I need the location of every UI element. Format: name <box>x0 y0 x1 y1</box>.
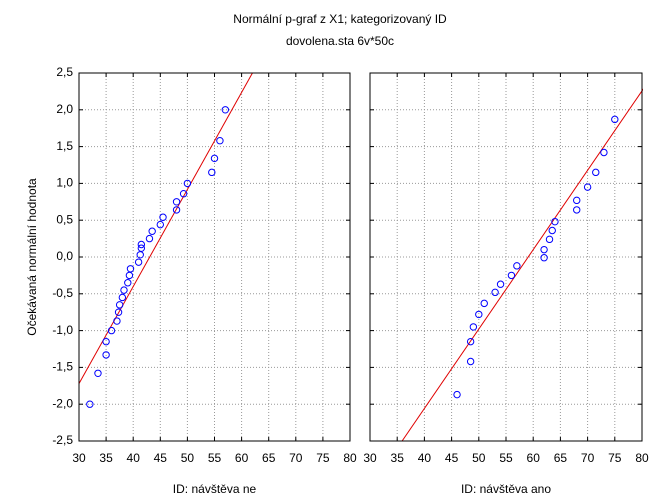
x-tick-label: 70 <box>581 451 595 465</box>
point <box>102 351 110 359</box>
x-axis-label: ID: návštěva ne <box>173 482 257 496</box>
x-tick-label: 65 <box>262 451 276 465</box>
point <box>172 206 181 214</box>
point <box>137 240 146 249</box>
x-tick-label: 75 <box>316 451 330 465</box>
y-tick-label: 2,0 <box>56 102 73 116</box>
point <box>118 293 127 302</box>
point <box>126 265 135 273</box>
x-tick-label: 65 <box>554 451 568 465</box>
y-tick-label: 1,0 <box>56 176 73 190</box>
point <box>179 190 188 198</box>
x-tick-label: 45 <box>154 451 168 465</box>
x-tick-label: 50 <box>472 451 486 465</box>
point <box>491 288 499 297</box>
y-tick-label: -1,5 <box>52 360 73 374</box>
x-tick-label: 80 <box>635 451 649 465</box>
point <box>475 310 483 319</box>
y-tick-label: 0,5 <box>56 212 73 226</box>
fit-line <box>401 88 643 441</box>
point <box>611 115 619 124</box>
y-tick-label: -2,0 <box>52 396 73 410</box>
plot-frame <box>369 72 643 442</box>
point <box>136 251 144 259</box>
x-tick-label: 70 <box>289 451 303 465</box>
x-tick-label: 45 <box>445 451 459 465</box>
point <box>469 323 478 331</box>
point <box>551 217 559 226</box>
point <box>540 254 548 262</box>
point <box>148 227 156 235</box>
point <box>94 369 102 377</box>
x-tick-label: 40 <box>418 451 432 465</box>
x-tick-label: 35 <box>99 451 113 465</box>
x-tick-label: 55 <box>208 451 222 465</box>
point <box>507 271 516 280</box>
point <box>208 168 216 177</box>
chart-title: Normální p-graf z X1; kategorizovaný ID <box>233 12 447 26</box>
plot-area <box>78 73 253 408</box>
y-tick-label: -1,0 <box>52 323 73 337</box>
point <box>124 279 132 287</box>
y-tick-label: 1,5 <box>56 139 73 153</box>
point <box>210 154 219 163</box>
point <box>466 337 475 346</box>
point <box>221 106 230 114</box>
x-tick-label: 80 <box>343 451 357 465</box>
point <box>573 206 581 214</box>
x-tick-label: 60 <box>527 451 541 465</box>
x-tick-label: 50 <box>181 451 195 465</box>
x-axis-label: ID: návštěva ano <box>461 482 551 496</box>
point <box>120 286 128 294</box>
point <box>583 183 592 191</box>
point <box>172 198 181 206</box>
x-tick-label: 35 <box>391 451 405 465</box>
point <box>107 326 116 335</box>
y-tick-label: 0,0 <box>56 249 73 263</box>
x-tick-label: 55 <box>499 451 513 465</box>
plot-frame <box>78 72 351 442</box>
point <box>540 245 548 254</box>
point <box>183 179 192 188</box>
plot-area <box>401 88 643 441</box>
point <box>545 235 554 244</box>
y-tick-label: -2,5 <box>52 433 73 447</box>
x-tick-label: 40 <box>127 451 141 465</box>
point <box>600 148 608 157</box>
point <box>114 308 123 316</box>
chart-subtitle: dovolena.sta 6v*50c <box>286 34 394 48</box>
point <box>496 280 505 288</box>
point <box>137 244 146 252</box>
point <box>113 317 121 325</box>
point <box>480 299 488 308</box>
point <box>453 390 461 399</box>
point <box>513 262 521 270</box>
y-tick-label: -0,5 <box>52 286 73 300</box>
y-axis-label: Očekávaná normální hodnota <box>25 178 39 336</box>
point <box>159 213 167 221</box>
point <box>548 226 556 235</box>
x-tick-label: 30 <box>72 451 86 465</box>
fit-line <box>78 73 253 384</box>
point <box>125 271 134 280</box>
point <box>145 234 154 243</box>
point <box>102 337 110 346</box>
point <box>573 196 581 205</box>
point <box>156 220 165 229</box>
point <box>86 400 94 408</box>
x-tick-label: 75 <box>608 451 622 465</box>
x-tick-label: 60 <box>235 451 249 465</box>
y-tick-label: 2,5 <box>56 65 73 79</box>
point <box>216 137 224 145</box>
point <box>115 301 124 309</box>
point <box>592 168 600 177</box>
point <box>466 357 475 366</box>
point <box>134 258 143 266</box>
x-tick-label: 30 <box>363 451 377 465</box>
